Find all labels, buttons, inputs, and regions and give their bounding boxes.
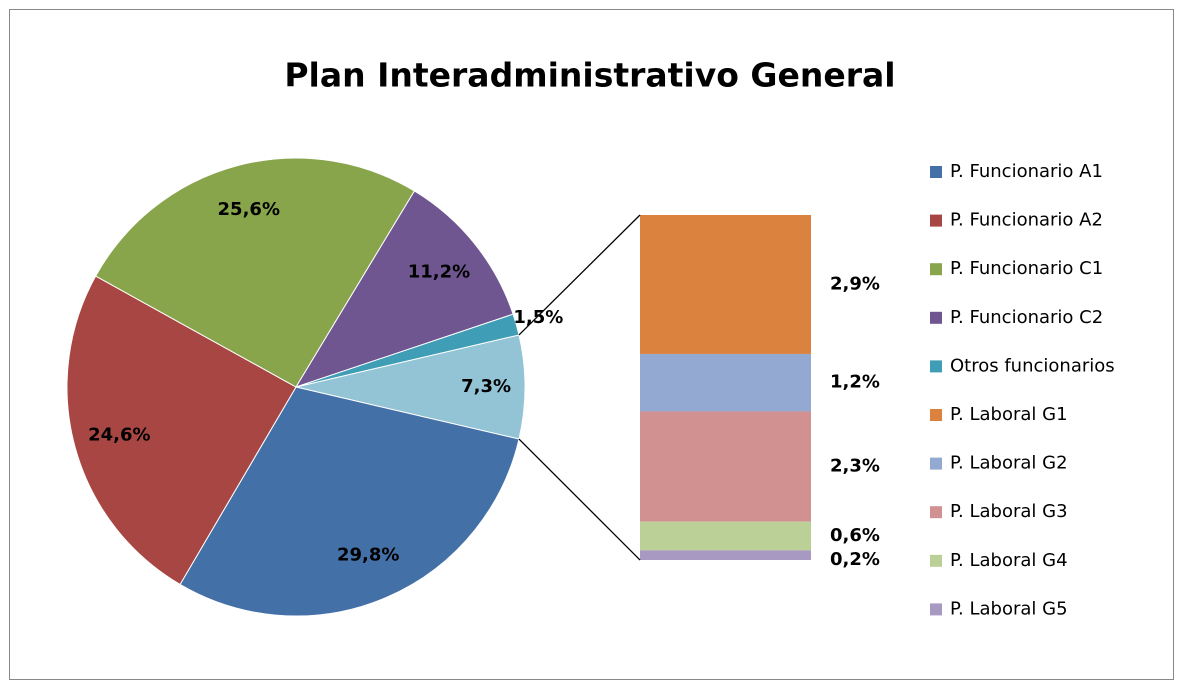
legend-swatch [930,409,942,421]
pie-slice [179,386,520,617]
pie-slice [295,334,526,440]
legend-label: P. Funcionario A2 [950,210,1103,231]
legend-label: P. Laboral G1 [950,404,1068,425]
legend-swatch [930,457,942,470]
legend-label: P. Laboral G5 [950,598,1068,619]
legend-swatch [930,603,942,616]
data-label: 29,8% [337,544,399,565]
legend-label: Otros funcionarios [950,355,1115,376]
pie-slice [294,190,514,388]
legend-swatch [930,311,942,324]
data-label: 2,9% [830,273,880,294]
legend-label: P. Funcionario C2 [950,307,1103,328]
legend-swatch [930,263,942,276]
legend-label: P. Funcionario A1 [950,161,1103,182]
data-label: 11,2% [408,261,470,282]
legend-swatch [930,554,942,567]
data-label: 0,2% [830,549,880,570]
data-label: 1,5% [513,307,563,328]
bar-segment [640,215,811,354]
data-label: 1,2% [830,372,880,393]
connector [518,214,641,336]
legend-swatch [930,214,942,227]
legend-label: P. Funcionario C1 [950,258,1103,279]
legend-label: P. Laboral G3 [950,501,1068,522]
data-label: 2,3% [830,456,880,477]
legend-label: P. Laboral G4 [950,550,1068,571]
legend-swatch [930,166,942,178]
chart-title: Plan Interadministrativo General [284,56,895,95]
bar-segment [640,411,811,522]
bar-segment [640,521,811,551]
data-label: 0,6% [830,525,880,546]
bar-segment [640,353,811,412]
data-label: 24,6% [88,424,150,445]
legend-swatch [930,506,942,519]
pie-slice [66,275,297,586]
connector [518,438,641,561]
data-label: 7,3% [461,376,511,397]
pie-slice [94,157,416,388]
legend-label: P. Laboral G2 [950,453,1068,474]
bar-segment [640,550,811,560]
legend-swatch [930,360,942,373]
data-label: 25,6% [218,199,280,220]
